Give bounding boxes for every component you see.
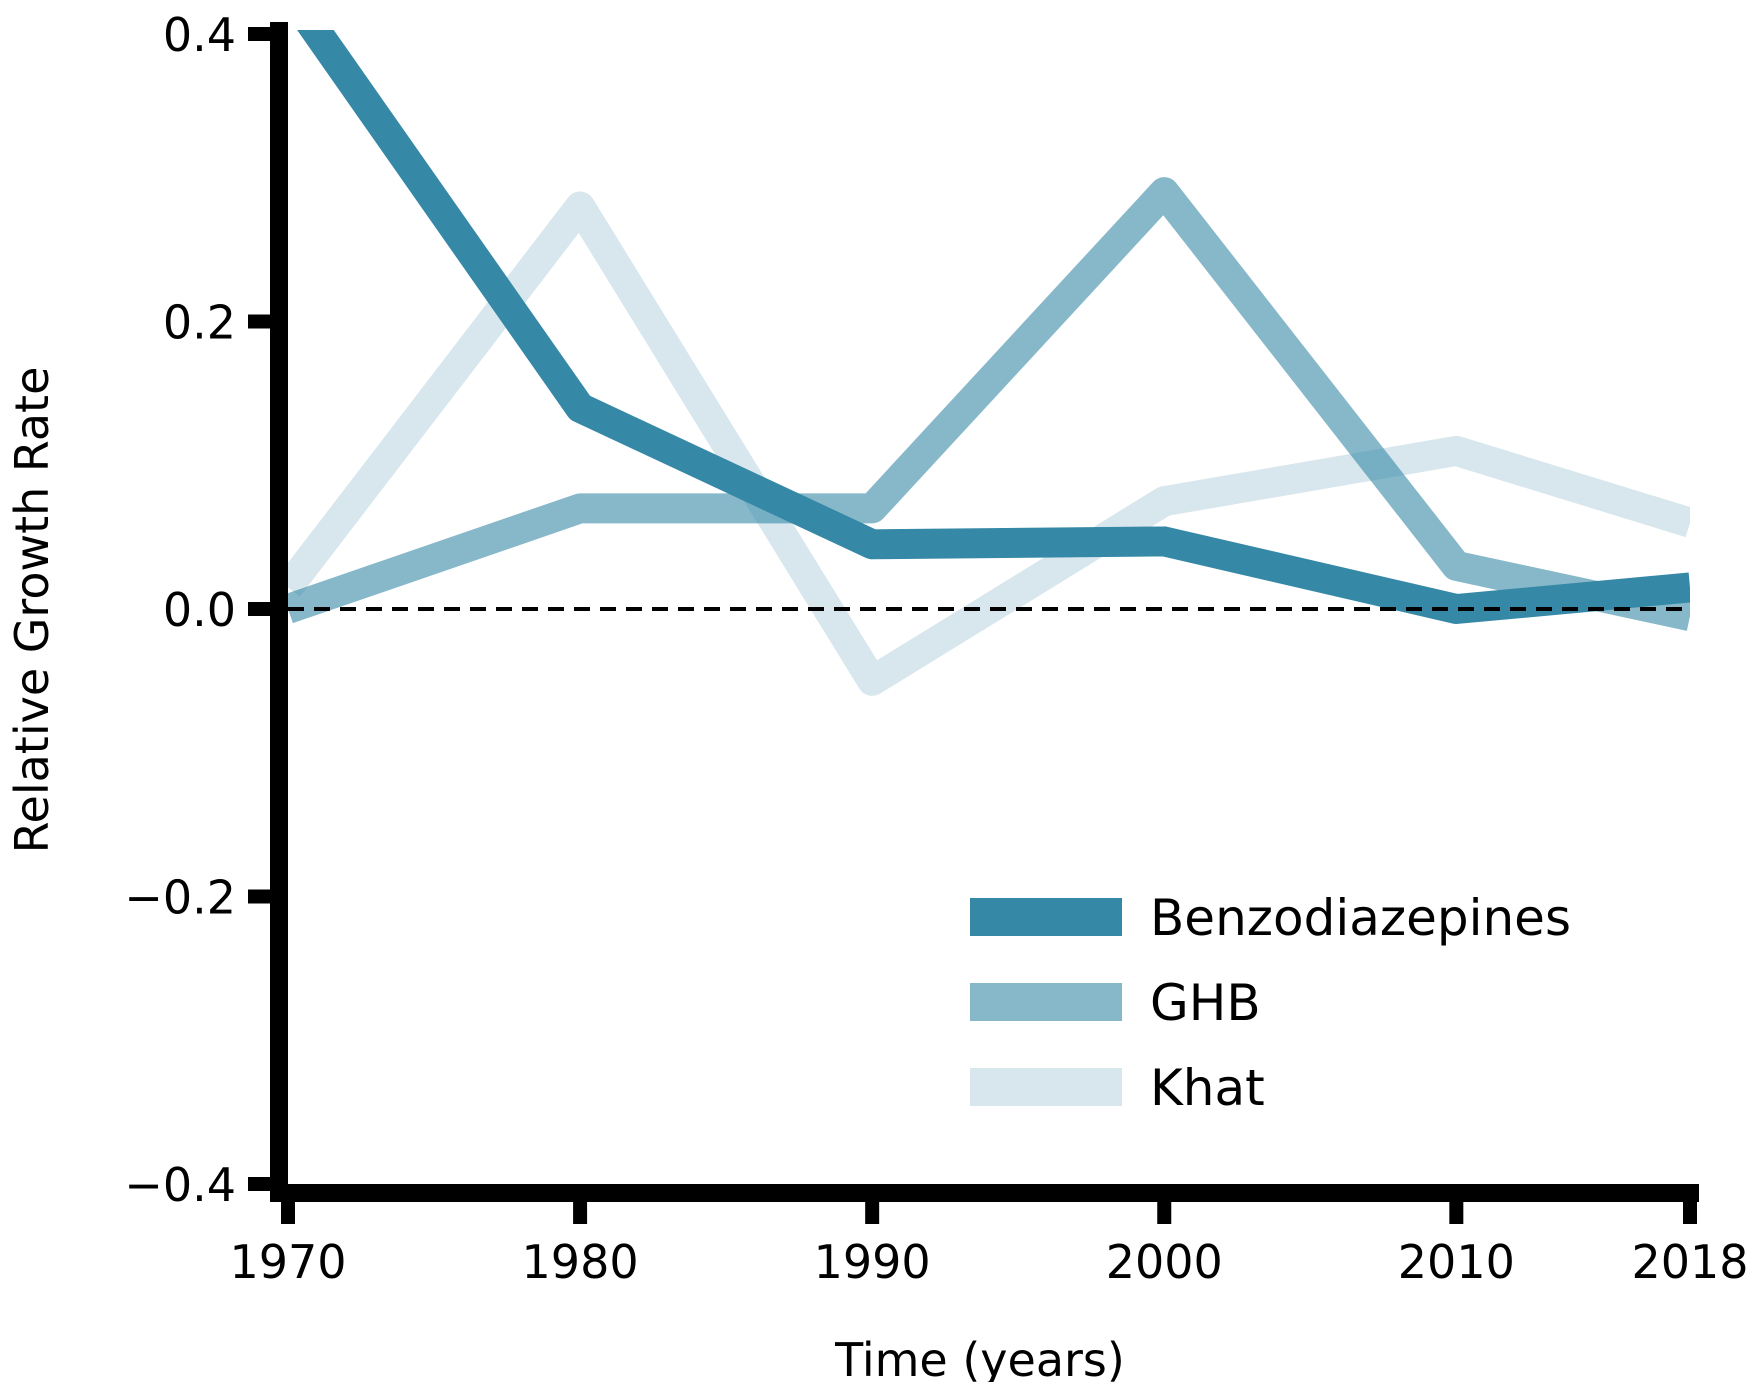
legend: Benzodiazepines GHB Khat	[970, 889, 1571, 1117]
x-axis-title: Time (years)	[834, 1333, 1125, 1382]
x-tick-label: 1980	[522, 1235, 639, 1289]
series-layer	[276, 30, 1690, 696]
x-tick-label: 2000	[1106, 1235, 1223, 1289]
y-tick-label: 0.2	[163, 296, 236, 350]
y-tick-label: −0.4	[124, 1158, 236, 1212]
x-tick-label: 2018	[1631, 1235, 1748, 1289]
ticks-layer: 0.4 0.2 0.0 −0.2 −0.4 1970 1980 1990 2000 2010 201…	[124, 8, 1748, 1289]
legend-label: Khat	[1150, 1059, 1265, 1117]
x-tick-label: 1990	[814, 1235, 931, 1289]
y-axis-title: Relative Growth Rate	[5, 367, 59, 854]
legend-label: GHB	[1150, 974, 1261, 1032]
y-tick-label: −0.2	[124, 871, 236, 925]
y-tick-label: 0.4	[163, 8, 236, 62]
legend-label: Benzodiazepines	[1150, 889, 1571, 947]
series-line-khat	[276, 191, 1690, 696]
x-tick-label: 2010	[1398, 1235, 1515, 1289]
y-tick-label: 0.0	[163, 583, 236, 637]
series-line-benzodiazepines	[297, 30, 1690, 624]
x-tick-label: 1970	[229, 1235, 346, 1289]
series-line-ghb	[283, 177, 1690, 631]
